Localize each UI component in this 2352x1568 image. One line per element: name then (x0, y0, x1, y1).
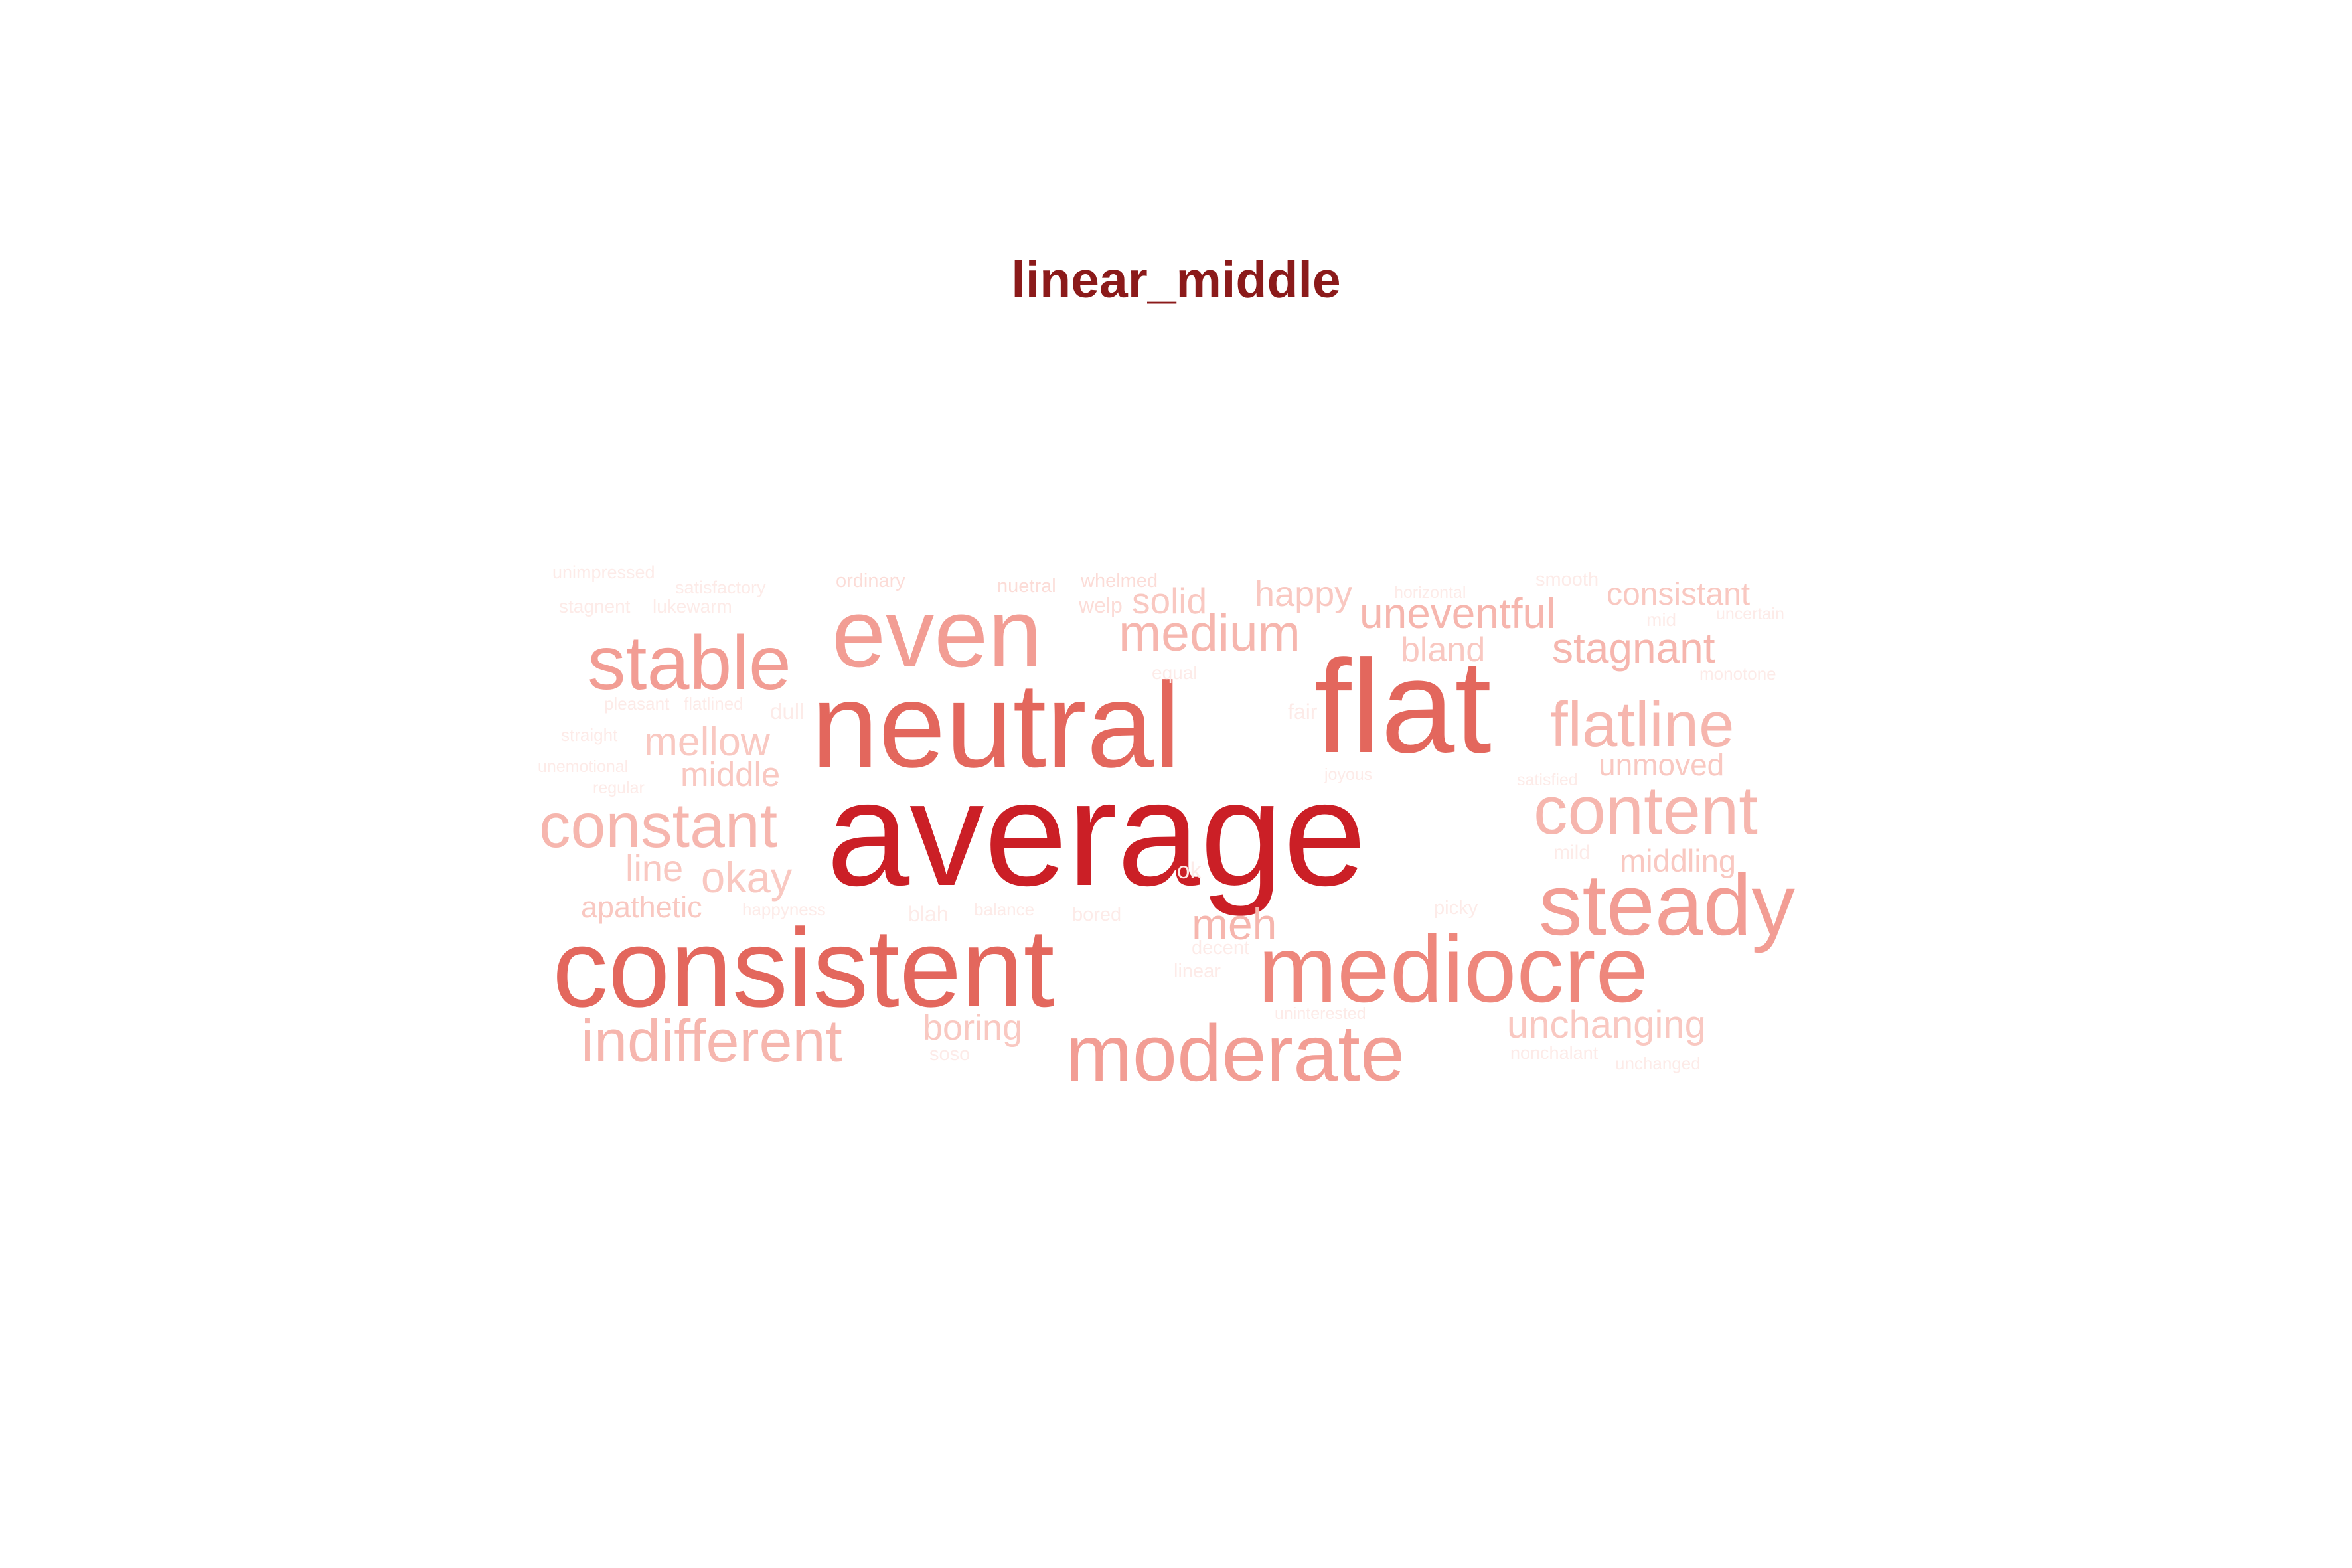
word-welp: welp (1079, 593, 1123, 617)
word-fair: fair (1288, 700, 1318, 724)
chart-title: linear_middle (1011, 252, 1341, 309)
word-okay: okay (701, 853, 793, 902)
word-satisfied: satisfied (1517, 771, 1578, 789)
word-nonchalant: nonchalant (1510, 1043, 1599, 1063)
word-mid: mid (1646, 609, 1677, 630)
word-mild: mild (1553, 842, 1591, 864)
word-line: line (625, 847, 684, 889)
word-moderate: moderate (1065, 1008, 1405, 1098)
word-apathetic: apathetic (581, 890, 702, 924)
word-monotone: monotone (1699, 664, 1776, 684)
word-stagnent: stagnent (559, 596, 631, 617)
word-indifferent: indifferent (581, 1008, 842, 1075)
word-bland: bland (1401, 631, 1486, 669)
word-ordinary: ordinary (836, 570, 905, 591)
word-linear: linear (1174, 961, 1221, 982)
word-content: content (1533, 772, 1758, 848)
word-whelmed: whelmed (1081, 570, 1158, 591)
word-unmoved: unmoved (1599, 747, 1725, 782)
word-meh: meh (1192, 900, 1277, 949)
word-consistant: consistant (1607, 577, 1751, 612)
word-mediocre: mediocre (1258, 917, 1649, 1022)
word-dull: dull (770, 699, 805, 724)
word-stagnant: stagnant (1552, 624, 1715, 672)
word-decent: decent (1192, 937, 1250, 959)
word-middling: middling (1620, 843, 1737, 878)
word-happyness: happyness (742, 900, 826, 919)
word-straight: straight (561, 725, 618, 745)
word-blah: blah (908, 902, 949, 926)
word-nuetral: nuetral (997, 576, 1056, 597)
word-consistent: consistent (552, 905, 1055, 1030)
word-happy: happy (1255, 574, 1353, 614)
word-bored: bored (1072, 904, 1122, 925)
word-regular: regular (593, 779, 645, 797)
word-solid: solid (1132, 580, 1208, 621)
word-smooth: smooth (1535, 569, 1599, 590)
word-ok: ok (1177, 858, 1202, 884)
word-neutral: neutral (811, 657, 1181, 793)
word-unimpressed: unimpressed (552, 562, 655, 582)
word-flatline: flatline (1550, 689, 1735, 760)
word-balance: balance (974, 900, 1035, 919)
word-medium: medium (1119, 605, 1300, 662)
word-steady: steady (1539, 856, 1795, 953)
word-constant: constant (539, 791, 778, 861)
word-satisfactory: satisfactory (675, 578, 766, 597)
word-uninterested: uninterested (1275, 1004, 1366, 1023)
word-equal: equal (1152, 663, 1198, 683)
word-unchanged: unchanged (1615, 1054, 1701, 1073)
word-stable: stable (588, 621, 791, 706)
word-flat: flat (1314, 633, 1492, 781)
word-average: average (826, 749, 1367, 917)
word-middle: middle (680, 755, 781, 793)
word-unemotional: unemotional (538, 757, 629, 776)
word-uncertain: uncertain (1716, 605, 1784, 623)
word-mellow: mellow (644, 719, 770, 764)
word-soso: soso (929, 1044, 971, 1065)
word-picky: picky (1434, 898, 1478, 919)
word-unchanging: unchanging (1507, 1003, 1706, 1046)
word-pleasant: pleasant (604, 694, 670, 714)
word-flatlined: flatlined (684, 694, 744, 714)
word-even: even (832, 579, 1042, 687)
word-horizontal: horizontal (1394, 584, 1466, 602)
word-joyous: joyous (1324, 765, 1373, 784)
word-lukewarm: lukewarm (653, 596, 732, 617)
word-uneventful: uneventful (1360, 589, 1556, 637)
word-boring: boring (923, 1008, 1023, 1048)
